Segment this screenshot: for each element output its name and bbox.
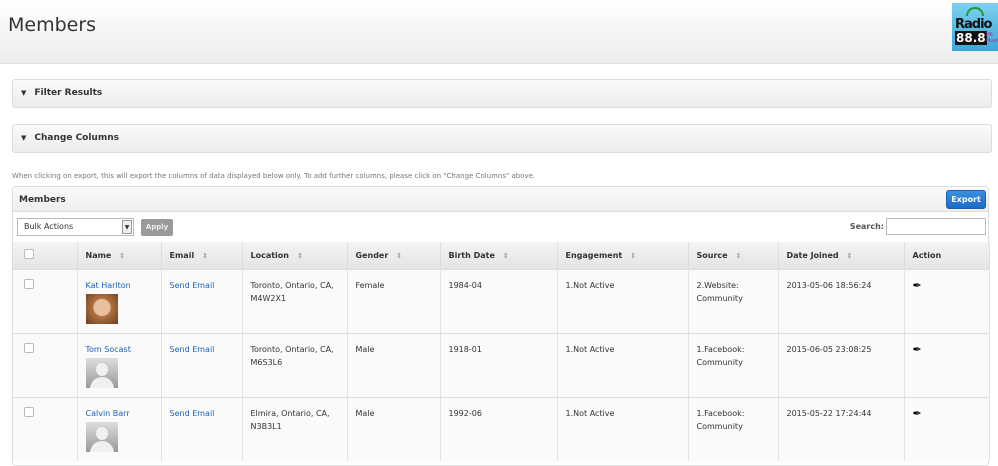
column-header-engagement[interactable]: Engagement ⇕ — [557, 242, 689, 269]
row-checkbox[interactable] — [24, 406, 34, 417]
triangle-down-icon: ▼ — [21, 134, 27, 142]
date-joined: 2015-05-22 17:24:44 — [778, 396, 905, 461]
column-header-action: Action — [904, 242, 990, 269]
edit-pencil-icon[interactable]: ✒ — [912, 406, 922, 420]
search-input[interactable] — [886, 218, 986, 235]
column-label: Source — [696, 250, 728, 260]
table-row: Calvin Barr Send Email Elmira, Ontario, … — [13, 396, 990, 461]
column-label: Email — [169, 250, 195, 260]
column-header-location[interactable]: Location ⇕ — [242, 242, 348, 269]
filter-results-panel[interactable]: ▼ Filter Results — [12, 79, 992, 108]
date-joined: 2013-05-06 18:56:24 — [778, 268, 905, 333]
panel-label: Change Columns — [34, 133, 119, 143]
source: 2.Website: — [696, 280, 739, 290]
engagement: 1.Not Active — [557, 332, 689, 397]
triangle-down-icon: ▼ — [21, 89, 27, 97]
column-header-gender[interactable]: Gender ⇕ — [347, 242, 441, 269]
source: 1.Facebook: — [696, 344, 745, 354]
sort-icon: ⇕ — [735, 251, 742, 260]
avatar — [85, 421, 118, 452]
send-email-link[interactable]: Send Email — [169, 344, 215, 354]
gender: Male — [347, 396, 441, 461]
column-header-email[interactable]: Email ⇕ — [161, 242, 243, 269]
gender: Male — [347, 332, 441, 397]
postal-code: M6S3L6 — [250, 357, 283, 367]
bulk-actions-value: Bulk Actions — [24, 222, 74, 231]
sort-icon: ⇕ — [630, 251, 637, 260]
apply-button[interactable]: Apply — [141, 219, 173, 236]
birth-date: 1992-06 — [440, 396, 558, 461]
column-label: Action — [912, 250, 942, 260]
select-all-cell — [13, 242, 78, 269]
edit-pencil-icon[interactable]: ✒ — [912, 278, 922, 292]
birth-date: 1984-04 — [440, 268, 558, 333]
column-label: Location — [250, 250, 290, 260]
change-columns-panel[interactable]: ▼ Change Columns — [12, 124, 992, 153]
column-label: Engagement — [565, 250, 623, 260]
page-title: Members — [8, 14, 97, 36]
source: 1.Facebook: — [696, 408, 745, 418]
column-label: Date Joined — [786, 250, 839, 260]
sort-icon: ⇕ — [202, 251, 209, 260]
column-header-source[interactable]: Source ⇕ — [688, 242, 779, 269]
row-checkbox[interactable] — [24, 342, 34, 353]
location: Toronto, Ontario, CA, — [250, 344, 334, 354]
sort-icon: ⇕ — [396, 251, 403, 260]
table-row: Tom Socast Send Email Toronto, Ontario, … — [13, 332, 990, 397]
sort-icon: ⇕ — [297, 251, 303, 260]
source-detail: Community — [696, 293, 743, 303]
gender: Female — [347, 268, 441, 333]
source-detail: Community — [696, 357, 743, 367]
location: Toronto, Ontario, CA, — [250, 280, 334, 290]
bulk-actions-select[interactable]: Bulk Actions ▼ — [17, 218, 134, 236]
select-all-checkbox[interactable] — [24, 249, 34, 260]
table-row: Kat Harlton Send Email Toronto, Ontario,… — [13, 268, 990, 333]
postal-code: N3B3L1 — [250, 421, 282, 431]
location: Elmira, Ontario, CA, — [250, 408, 330, 418]
date-joined: 2015-06-05 23:08:25 — [778, 332, 905, 397]
postal-code: M4W2X1 — [250, 293, 287, 303]
column-label: Name — [85, 250, 112, 260]
engagement: 1.Not Active — [557, 268, 689, 333]
members-box-title: Members — [19, 195, 66, 205]
member-name-link[interactable]: Calvin Barr — [85, 408, 130, 418]
column-header-name[interactable]: Name ⇕ — [77, 242, 162, 269]
avatar — [85, 293, 118, 324]
send-email-link[interactable]: Send Email — [169, 280, 215, 290]
chevron-down-icon: ▼ — [122, 220, 132, 234]
sort-icon: ⇕ — [119, 251, 126, 260]
member-name-link[interactable]: Tom Socast — [85, 344, 131, 354]
export-button[interactable]: Export — [946, 190, 986, 209]
members-table: Name ⇕ Email ⇕ Location ⇕ Gender ⇕ Birth Date ⇕ En… — [13, 242, 990, 461]
edit-pencil-icon[interactable]: ✒ — [912, 342, 922, 356]
send-email-link[interactable]: Send Email — [169, 408, 215, 418]
column-header-birth-date[interactable]: Birth Date ⇕ — [440, 242, 558, 269]
birth-date: 1918-01 — [440, 332, 558, 397]
column-label: Gender — [355, 250, 389, 260]
source-detail: Community — [696, 421, 743, 431]
sort-icon: ⇕ — [846, 251, 853, 260]
engagement: 1.Not Active — [557, 396, 689, 461]
avatar — [85, 357, 118, 388]
search-label: Search: — [849, 222, 884, 231]
column-label: Birth Date — [448, 250, 495, 260]
member-name-link[interactable]: Kat Harlton — [85, 280, 131, 290]
row-checkbox[interactable] — [24, 278, 34, 289]
sort-icon: ⇕ — [502, 251, 509, 260]
export-note: When clicking on export, this will expor… — [12, 172, 536, 180]
column-header-date-joined[interactable]: Date Joined ⇕ — [778, 242, 905, 269]
members-box: Members Export Bulk Actions ▼ Apply Searc… — [12, 186, 990, 466]
panel-label: Filter Results — [34, 88, 103, 98]
